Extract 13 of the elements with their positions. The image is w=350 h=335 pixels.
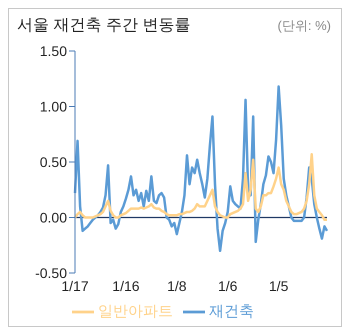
y-tick-label: 0.00 xyxy=(40,209,68,226)
legend-label: 일반아파트 xyxy=(98,302,173,320)
x-tick-label: 1/16 xyxy=(112,278,140,294)
y-tick-label: 1.50 xyxy=(40,42,68,59)
chart-title: 서울 재건축 주간 변동률 xyxy=(17,16,190,36)
x-tick-label: 1/8 xyxy=(167,278,187,294)
x-tick-label: 1/6 xyxy=(218,278,238,294)
x-tick-label: 1/5 xyxy=(268,278,289,294)
text: (단위: %) xyxy=(278,17,331,35)
y-tick-label: 1.00 xyxy=(40,98,68,114)
y-tick-label: 0.50 xyxy=(40,154,68,170)
legend-label: 재건축 xyxy=(209,302,254,320)
line-series xyxy=(74,152,328,221)
